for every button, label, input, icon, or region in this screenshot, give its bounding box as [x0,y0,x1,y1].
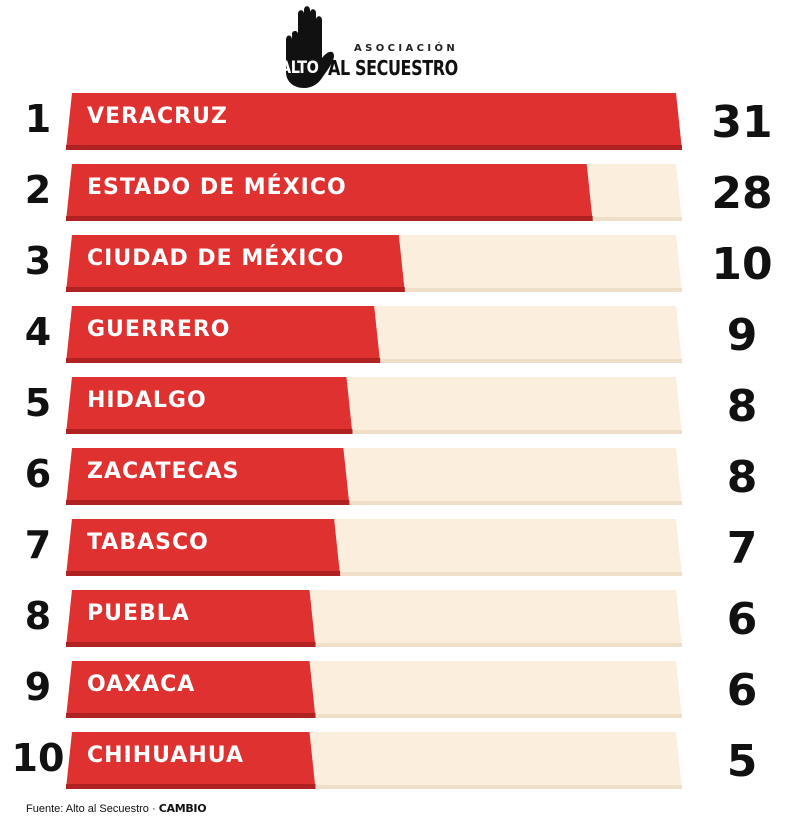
value-label: 6 [727,665,758,716]
bar-track-shadow [66,714,682,718]
rank-number: 8 [25,594,51,638]
bar-label: TABASCO [87,530,209,555]
rank-number: 9 [25,665,51,709]
rank-number: 6 [25,452,51,496]
bar [66,448,350,505]
value-label: 8 [727,452,758,503]
rank-number: 5 [25,381,51,425]
bar-track-shadow [66,785,682,789]
bar-label: OAXACA [87,672,195,697]
bar-label: PUEBLA [87,601,190,626]
value-label: 31 [711,97,772,148]
bar-label: HIDALGO [87,388,207,413]
value-label: 28 [711,168,772,219]
bar-label: CHIHUAHUA [87,743,244,768]
rank-number: 10 [12,736,65,780]
bar [66,732,316,789]
bar [66,377,353,434]
logo: ASOCIACIÓN ALTO AL SECUESTRO [276,6,458,90]
bar-shadow [66,145,682,150]
logo-alto-text: ALTO [280,58,319,78]
bar [66,164,593,221]
bar-track-shadow [66,643,682,647]
bar-shadow [66,429,353,434]
bar [66,519,341,576]
value-label: 9 [727,310,758,361]
rank-number: 3 [25,239,51,283]
rank-number: 4 [25,310,51,354]
bar-label: GUERRERO [87,317,231,342]
ranking-bar-chart: VERACRUZ 1 31 ESTADO DE MÉXICO 2 28 CIUDAD DE … [12,93,773,789]
bar-track-shadow [66,430,682,434]
bar-label: CIUDAD DE MÉXICO [87,245,344,271]
bar-track-shadow [66,572,682,576]
source-brand: CAMBIO [158,802,207,815]
value-label: 10 [711,239,772,290]
bar [66,661,316,718]
bar-label: ZACATECAS [87,459,240,484]
value-label: 5 [727,736,758,787]
rank-number: 2 [25,168,51,212]
bar-label: ESTADO DE MÉXICO [87,174,347,200]
rank-number: 1 [25,97,51,141]
bar [66,306,381,363]
source-note: Fuente: Alto al Secuestro · CAMBIO [26,802,207,815]
rank-number: 7 [25,523,51,567]
bar-label: VERACRUZ [87,104,228,129]
bar [66,93,682,150]
bar-shadow [66,287,405,292]
bar-shadow [66,571,341,576]
value-label: 6 [727,594,758,645]
bar [66,235,405,292]
bar-shadow [66,642,316,647]
source-text: Fuente: Alto al Secuestro · [26,803,156,815]
bar-shadow [66,713,316,718]
bar-track-shadow [66,501,682,505]
bar [66,590,316,647]
value-label: 7 [727,523,758,574]
value-label: 8 [727,381,758,432]
logo-small-text: ASOCIACIÓN [354,43,459,54]
bar-shadow [66,784,316,789]
bar-shadow [66,216,593,221]
bar-shadow [66,500,350,505]
raised-hand-icon [286,6,334,88]
logo-main-text: AL SECUESTRO [328,56,458,80]
bar-shadow [66,358,381,363]
